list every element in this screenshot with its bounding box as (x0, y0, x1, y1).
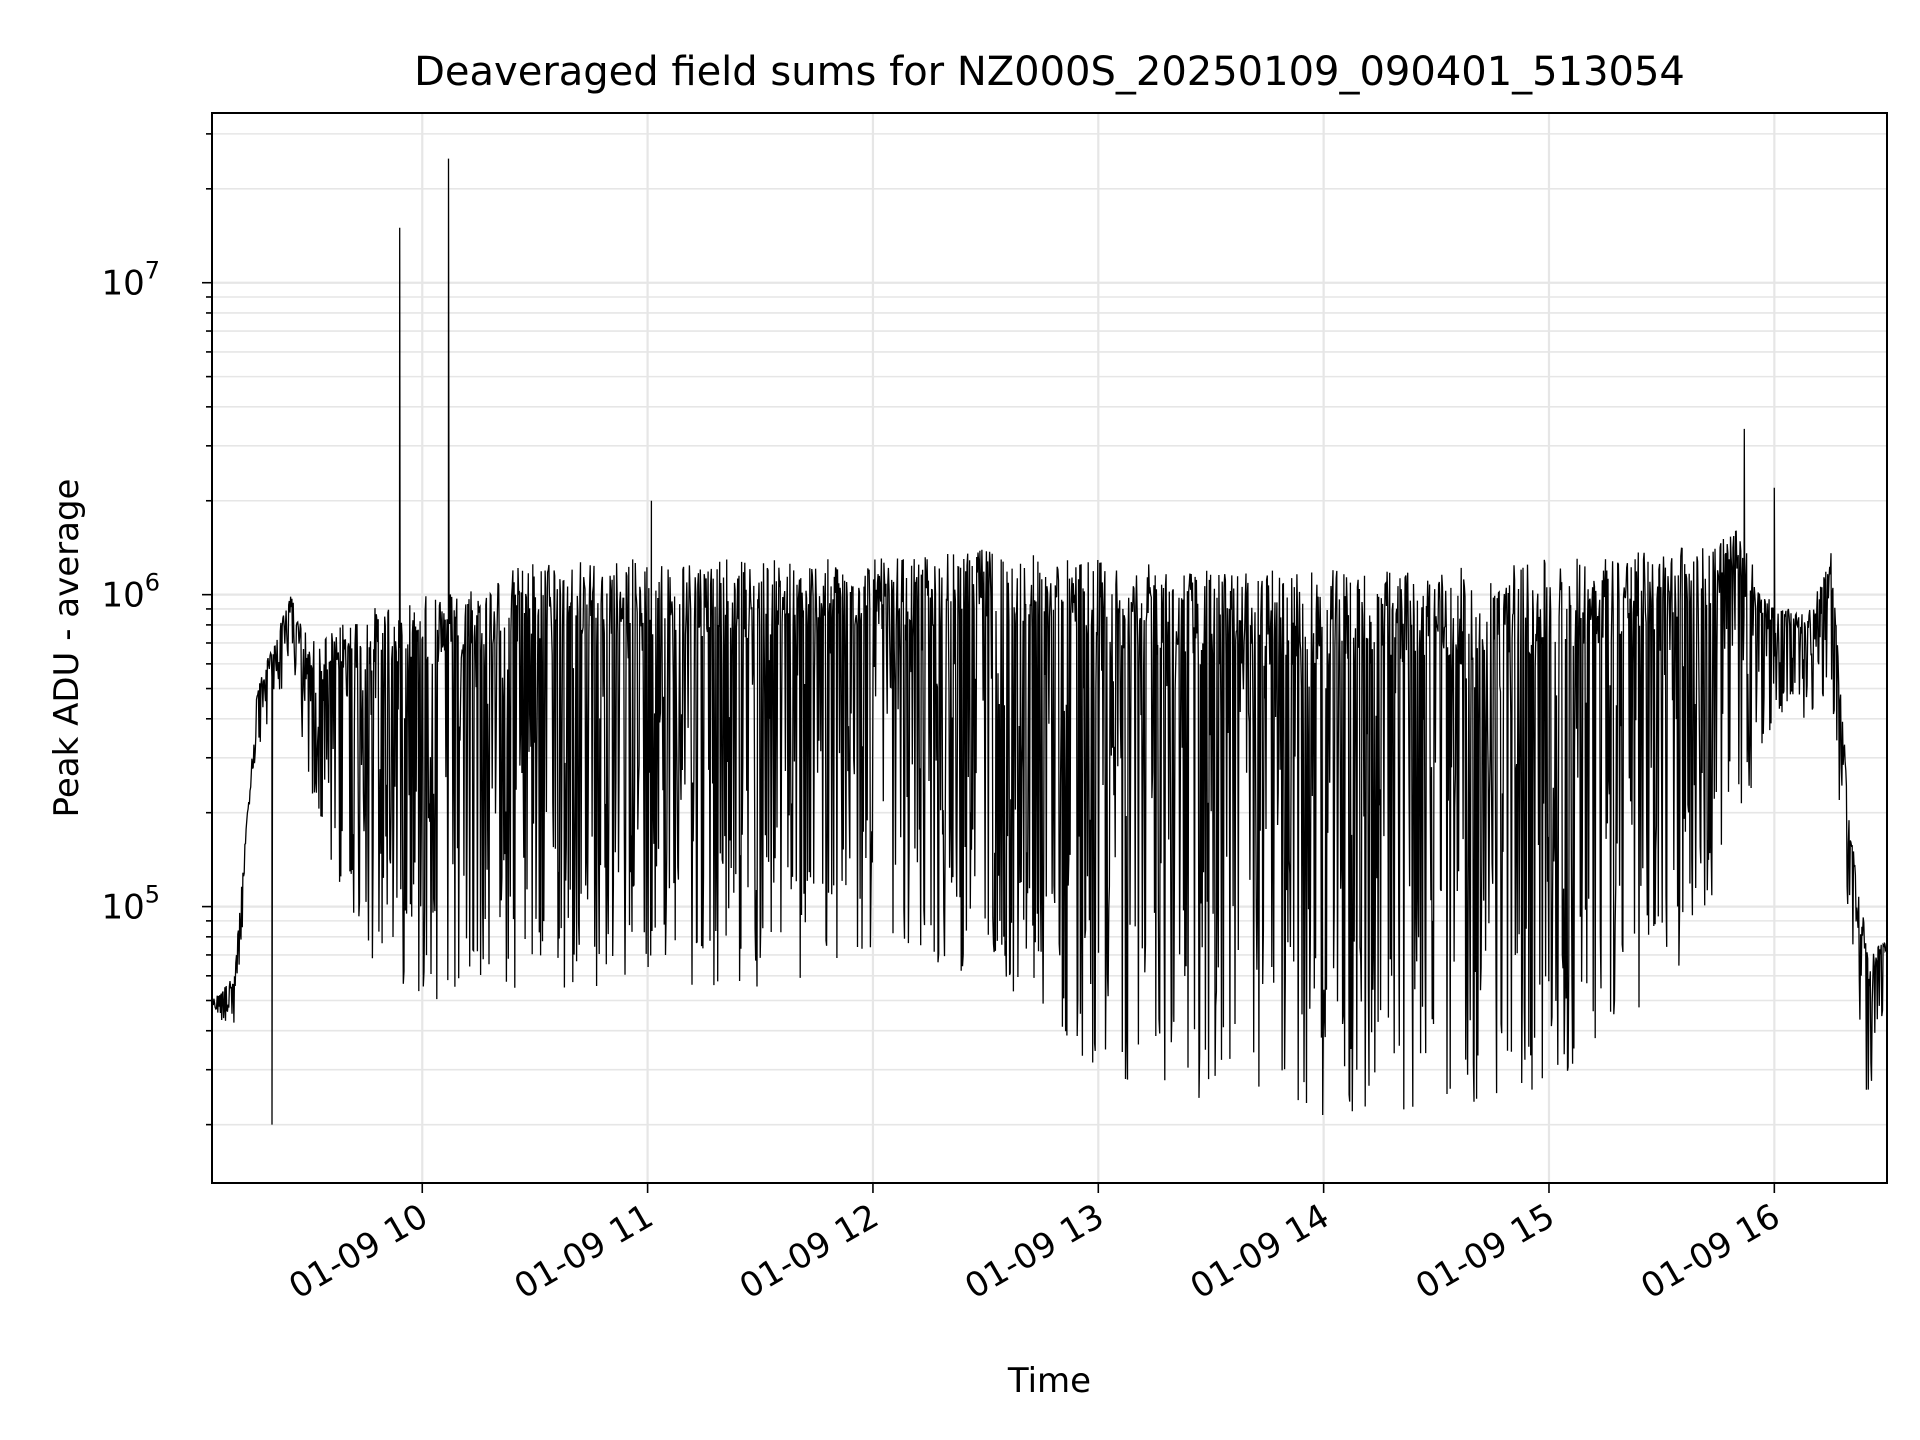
plot-frame (211, 112, 1888, 1184)
x-tick-label: 01-09 10 (282, 1196, 434, 1307)
chart-title: Deaveraged field sums for NZ000S_2025010… (414, 49, 1685, 95)
y-tick-label: 106 (101, 569, 160, 616)
x-tick-label: 01-09 13 (958, 1196, 1110, 1307)
x-tick-label: 01-09 14 (1184, 1196, 1336, 1307)
data-layer (212, 158, 1887, 1125)
x-tick-label: 01-09 16 (1634, 1196, 1786, 1307)
x-tick-label: 01-09 15 (1409, 1196, 1561, 1307)
y-tick-label: 105 (101, 881, 160, 928)
x-tick-label: 01-09 11 (508, 1196, 660, 1307)
y-tick-label: 107 (101, 257, 160, 304)
x-tick-label: 01-09 12 (733, 1196, 885, 1307)
x-axis-label: Time (1007, 1361, 1091, 1401)
y-axis-label: Peak ADU - average (47, 479, 87, 818)
series-line (212, 158, 1887, 1125)
